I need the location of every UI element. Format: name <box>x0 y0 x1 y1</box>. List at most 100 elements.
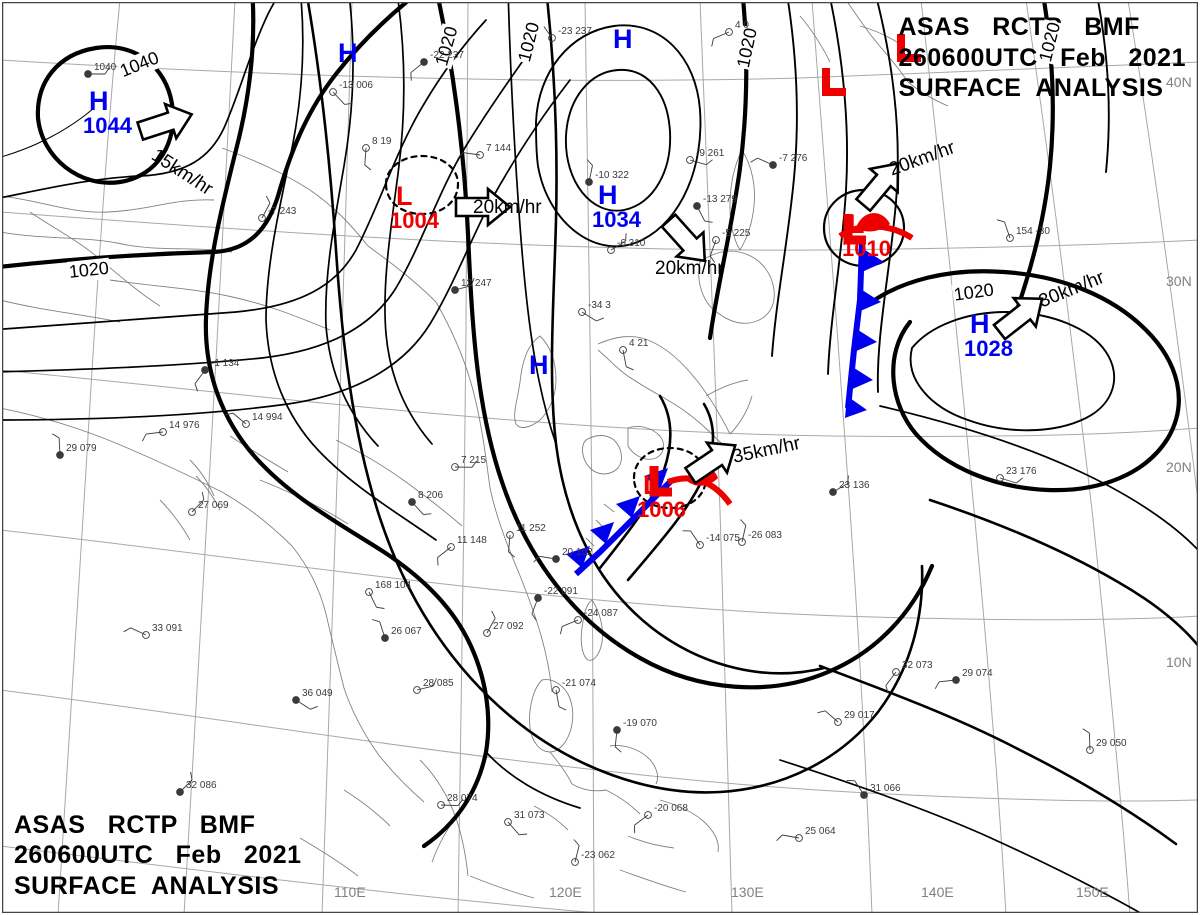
title-top-line1: ASAS RCTP BMF <box>898 13 1140 41</box>
motion-arrow-15kmhr <box>135 101 194 142</box>
station-plot-0: 1040 <box>94 62 117 73</box>
station-plot-50: 25 064 <box>805 826 836 837</box>
station-plot-marks <box>52 23 1094 866</box>
title-block-top: ASAS RCTP BMF 260600UTC Feb 2021 SURFACE… <box>898 12 1186 104</box>
station-plot-41: 32 073 <box>902 660 933 671</box>
motion-arrow-35kmhr <box>683 441 737 485</box>
station-plot-25: 11 252 <box>516 523 546 534</box>
dashed-low-1004 <box>384 154 460 216</box>
station-plot-39: 36 049 <box>302 688 333 699</box>
isobar-1040 <box>35 44 176 185</box>
motion-arrow-30kmhr <box>992 296 1044 341</box>
title-bottom-line2: 260600UTC Feb 2021 <box>14 841 302 869</box>
pressure-center-letter: L <box>396 181 413 211</box>
motion-arrow-20kmhr-c <box>854 161 900 213</box>
station-plot-26: 11 148 <box>457 535 487 546</box>
station-plot-51: 31 066 <box>870 783 901 794</box>
station-plot-19: 14 976 <box>169 420 200 431</box>
station-plot-34: -24 087 <box>584 608 618 619</box>
station-plot-49: -20 068 <box>654 803 688 814</box>
title-block-bottom: ASAS RCTP BMF 260600UTC Feb 2021 SURFACE… <box>14 810 302 902</box>
pressure-center-value: 1028 <box>964 336 1013 361</box>
latitude-label-30N: 30N <box>1166 273 1192 289</box>
isobar-low-1010-ring <box>822 188 906 268</box>
station-plot-45: 32 086 <box>186 780 217 791</box>
pressure-center-l-8: L 1006 <box>637 470 686 521</box>
motion-speed-label-2: 20km/hr <box>655 258 724 279</box>
station-plot-43: 29 017 <box>844 710 875 721</box>
pressure-center-h-2: H <box>613 26 633 53</box>
station-plot-23: 7 215 <box>461 455 487 466</box>
station-plot-37: 27 092 <box>493 621 524 632</box>
pressure-center-value: 1004 <box>390 208 439 233</box>
pressure-center-l-6: L 1004 <box>390 181 439 232</box>
isobar-label-5: 1020 <box>66 257 111 283</box>
pressure-center-value: 1010 <box>842 236 891 261</box>
motion-arrow-20kmhr-b <box>660 212 707 263</box>
longitude-label-110E: 110E <box>334 884 366 900</box>
isobar-1020-east <box>863 269 1181 493</box>
pressure-center-letter: L <box>643 470 660 500</box>
station-plot-10: -5 225 <box>722 228 751 239</box>
station-plot-13: 154 -30 <box>1016 226 1050 237</box>
pressure-center-h-0: H 1044 <box>83 88 132 137</box>
longitude-label-120E: 120E <box>549 884 582 900</box>
station-plot-3: -22 237 <box>430 50 464 61</box>
station-plot-40: -21 074 <box>562 678 596 689</box>
station-plot-6: -10 322 <box>595 170 629 181</box>
station-plot-33: -22 091 <box>544 586 578 597</box>
latitude-label-10N: 10N <box>1166 654 1192 670</box>
station-plot-30: 23 136 <box>839 480 870 491</box>
title-bottom-line3: SURFACE ANALYSIS <box>14 871 280 900</box>
latitude-label-20N: 20N <box>1166 459 1192 475</box>
cold-front-east <box>845 241 884 418</box>
pressure-center-letter: H <box>970 309 990 339</box>
pressure-center-letter: L <box>848 209 865 239</box>
station-plot-29: -26 083 <box>748 530 782 541</box>
longitude-label-130E: 130E <box>731 884 764 900</box>
pressure-center-h-4: H <box>529 352 549 379</box>
station-plot-11: 4 0 <box>735 20 749 31</box>
station-plot-46: 28 074 <box>447 793 478 804</box>
station-plot-12: -7 276 <box>779 153 808 164</box>
title-top-line3: SURFACE ANALYSIS <box>898 74 1164 102</box>
station-plot-32: 168 104 <box>375 580 412 591</box>
longitude-label-150E: 150E <box>1076 884 1109 900</box>
station-plot-48: -19 070 <box>623 718 657 729</box>
station-plot-47: 31 073 <box>514 810 545 821</box>
longitude-label-140E: 140E <box>921 884 954 900</box>
station-plot-14: -7 243 <box>268 206 297 217</box>
station-plot-24: 8 206 <box>418 490 444 501</box>
station-plot-44: 29 050 <box>1096 738 1127 749</box>
pressure-center-value: 1034 <box>592 207 641 232</box>
pressure-center-h-5: H 1028 <box>964 309 1013 360</box>
motion-arrow-20kmhr-a <box>454 186 513 228</box>
station-plot-21: 29 079 <box>66 443 97 454</box>
station-plot-5: -23 237 <box>558 26 592 37</box>
motion-speed-label-1: 20km/hr <box>473 197 542 218</box>
station-plot-1: -13 006 <box>339 80 373 91</box>
pressure-center-letter: H <box>598 180 618 210</box>
pressure-center-h-3: H 1034 <box>592 180 641 231</box>
red-l-marker-map <box>822 68 846 96</box>
title-bottom-line1: ASAS RCTP BMF <box>14 810 256 839</box>
pressure-center-letter: H <box>613 24 633 54</box>
station-plot-9: -13 279 <box>703 194 737 205</box>
pressure-center-value: 1006 <box>637 497 686 522</box>
latitude-label-40N: 40N <box>1166 74 1192 90</box>
station-plot-15: 12 247 <box>461 278 492 289</box>
isobar-heavy-china <box>203 2 491 849</box>
red-l-marker-title <box>897 34 921 62</box>
station-plot-18: -1 134 <box>211 358 240 369</box>
pressure-center-value: 1044 <box>83 113 132 138</box>
station-plot-28: -14 075 <box>706 533 740 544</box>
isobar-1020-west <box>2 2 410 269</box>
low-center-east <box>843 214 866 245</box>
station-plot-31: 23 176 <box>1006 466 1037 477</box>
pressure-center-letter: H <box>529 350 549 380</box>
title-top-line2: 260600UTC Feb 2021 <box>898 43 1186 72</box>
